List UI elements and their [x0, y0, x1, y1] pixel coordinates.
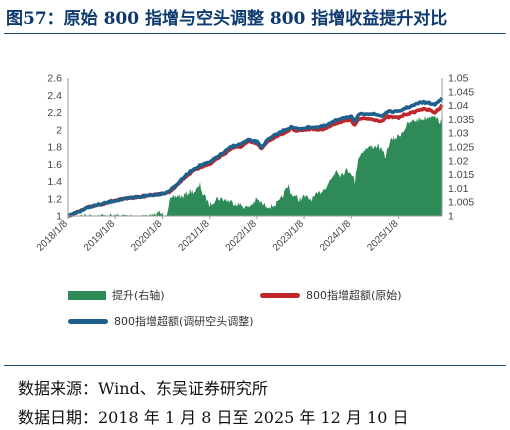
y-left-tick-label: 2.2 — [47, 107, 62, 119]
figure-title: 图57：原始 800 指增与空头调整 800 指增收益提升对比 — [6, 9, 448, 29]
source-line: 数据来源：Wind、东吴证券研究所 — [18, 379, 268, 398]
y-right-tick-label: 1.015 — [448, 169, 474, 181]
legend-item-adjusted[interactable]: 800指增超额(调研空头调整) — [68, 313, 254, 329]
x-tick-label: 2020/1/8 — [129, 218, 165, 254]
y-left-tick-label: 2 — [56, 124, 62, 136]
y-right-tick-label: 1.05 — [448, 73, 469, 85]
x-tick-label: 2024/1/8 — [318, 218, 354, 254]
legend-item-original[interactable]: 800指增超额(原始) — [260, 287, 402, 303]
y-right-tick-label: 1.03 — [448, 128, 469, 140]
date-range-line: 数据日期：2018 年 1 月 8 日至 2025 年 12 月 10 日 — [18, 408, 409, 427]
y-right-tick-label: 1.005 — [448, 197, 474, 209]
legend-item-area[interactable]: 提升(右轴) — [68, 287, 165, 303]
x-tick-label: 2025/1/8 — [365, 218, 401, 254]
y-right-tick-label: 1.045 — [448, 86, 474, 98]
x-tick-label: 2023/1/8 — [271, 218, 307, 254]
source-rule — [4, 365, 506, 366]
y-right-tick-label: 1.04 — [448, 100, 469, 112]
series-line-adjusted — [67, 96, 444, 218]
x-tick-label: 2021/1/8 — [176, 218, 212, 254]
y-right-tick-label: 1.025 — [448, 142, 474, 154]
y-right-tick-label: 1.02 — [448, 155, 469, 167]
y-left-tick-label: 2.4 — [47, 90, 62, 102]
y-left-tick-label: 1 — [56, 211, 62, 223]
legend-swatch-original — [260, 292, 300, 298]
title-rule — [4, 33, 506, 34]
legend-swatch-area — [68, 290, 106, 300]
legend-swatch-adjusted — [68, 318, 108, 324]
y-left-tick-label: 1.2 — [47, 193, 62, 205]
x-tick-label: 2019/1/8 — [82, 218, 118, 254]
series-area-improvement — [68, 114, 442, 216]
chart: 1 1.2 1.4 1.6 1.8 2 2.2 2.4 2.6 1 1.005 1.01 1.015 1.… — [35, 73, 475, 254]
y-left-tick-label: 1.4 — [47, 176, 62, 188]
y-right-tick-label: 1.01 — [448, 183, 469, 195]
x-tick-label: 2022/1/8 — [224, 218, 260, 254]
y-left-tick-label: 1.6 — [47, 159, 62, 171]
y-left-tick-label: 2.6 — [47, 73, 62, 85]
y-right-tick-label: 1.035 — [448, 114, 474, 126]
y-right-tick-label: 1 — [448, 211, 454, 223]
legend-label-adjusted: 800指增超额(调研空头调整) — [114, 315, 254, 328]
legend-label-original: 800指增超额(原始) — [306, 289, 402, 302]
y-left-tick-label: 1.8 — [47, 142, 62, 154]
legend-label-area: 提升(右轴) — [112, 289, 165, 302]
x-tick-label: 2018/1/8 — [35, 218, 71, 254]
